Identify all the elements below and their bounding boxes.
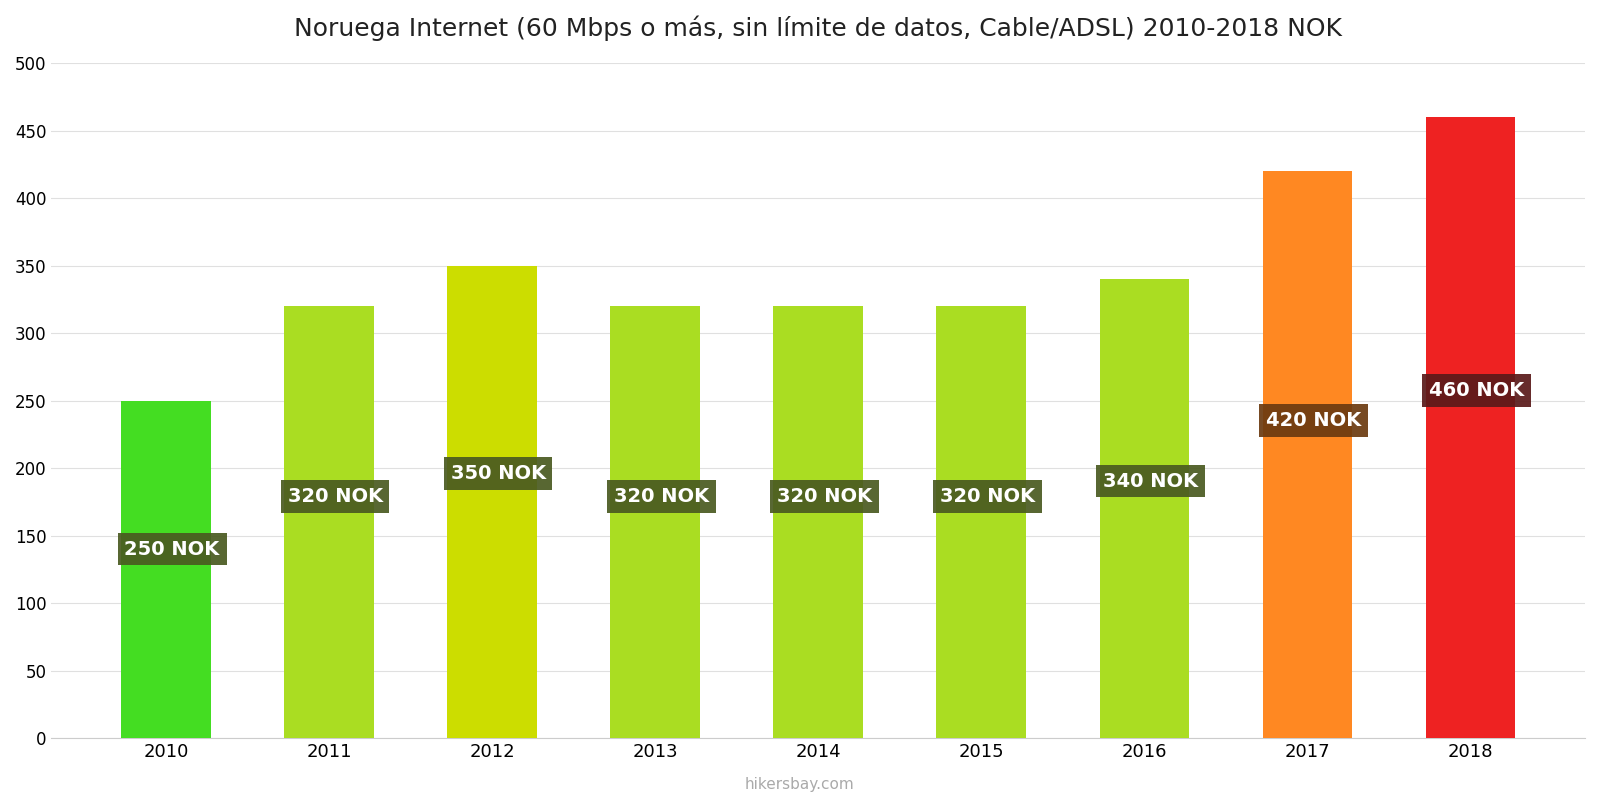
Bar	[1262, 171, 1352, 738]
Text: 320 NOK: 320 NOK	[776, 486, 872, 506]
Bar	[1426, 118, 1515, 738]
Bar	[448, 266, 538, 738]
Text: 340 NOK: 340 NOK	[1102, 472, 1198, 490]
Bar	[1099, 279, 1189, 738]
Title: Noruega Internet (60 Mbps o más, sin límite de datos, Cable/ADSL) 2010-2018 NOK: Noruega Internet (60 Mbps o más, sin lím…	[294, 15, 1342, 41]
Text: 420 NOK: 420 NOK	[1266, 411, 1362, 430]
Text: 320 NOK: 320 NOK	[614, 486, 709, 506]
Bar	[285, 306, 374, 738]
Text: 320 NOK: 320 NOK	[939, 486, 1035, 506]
Text: 350 NOK: 350 NOK	[451, 464, 546, 483]
Text: 460 NOK: 460 NOK	[1429, 381, 1525, 400]
Text: hikersbay.com: hikersbay.com	[746, 777, 854, 792]
Text: 250 NOK: 250 NOK	[125, 540, 219, 558]
Bar	[122, 401, 211, 738]
Bar	[610, 306, 701, 738]
Bar	[936, 306, 1026, 738]
Text: 320 NOK: 320 NOK	[288, 486, 382, 506]
Bar	[773, 306, 862, 738]
